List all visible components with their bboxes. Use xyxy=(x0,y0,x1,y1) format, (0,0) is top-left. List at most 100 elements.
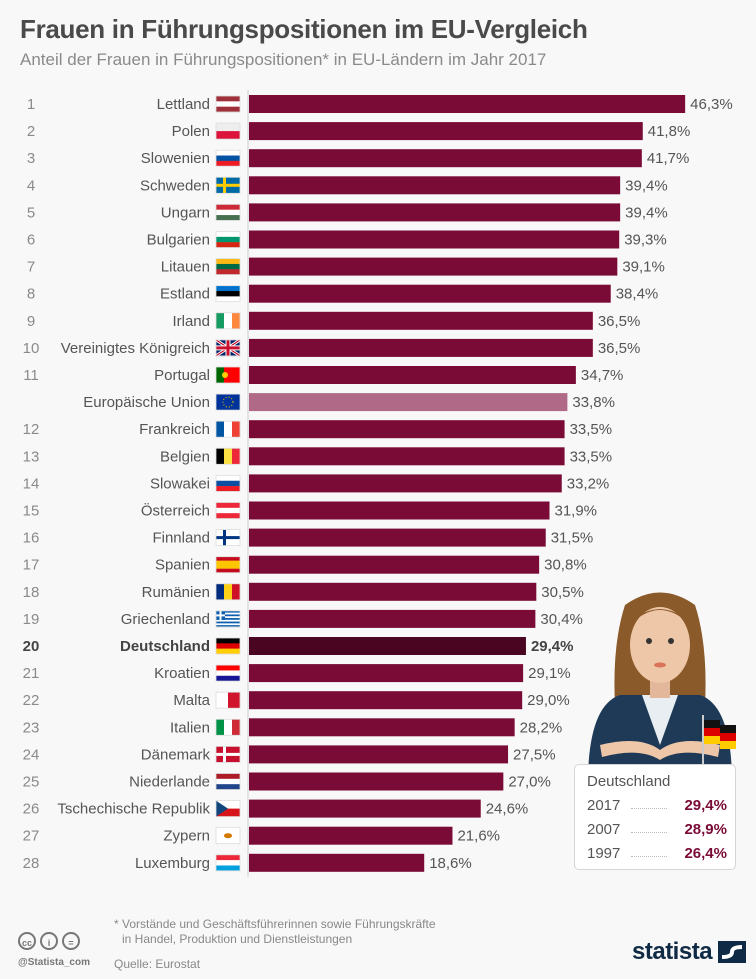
italy-flag-icon xyxy=(215,718,241,736)
bar xyxy=(249,474,562,493)
infobox-title: Deutschland xyxy=(587,773,671,790)
source-note: Quelle: Eurostat xyxy=(114,957,201,971)
netherlands-flag-icon xyxy=(215,773,241,790)
bar xyxy=(249,447,565,466)
chart-subtitle: Anteil der Frauen in Führungspositionen*… xyxy=(20,50,547,69)
bar-row: 9 Irland 36,5% xyxy=(27,311,640,330)
country-label: Belgien xyxy=(160,448,210,465)
country-label: Slowakei xyxy=(150,475,210,492)
no-derivatives-icon: = xyxy=(62,932,80,950)
footnote-line: in Handel, Produktion und Dienstleistung… xyxy=(122,932,353,946)
bar xyxy=(249,122,643,141)
bar-row: 2 Polen 41,8% xyxy=(27,122,690,141)
country-label: Tschechische Republik xyxy=(57,801,210,818)
creative-commons-icons: cc i = xyxy=(18,932,80,950)
chart-title: Frauen in Führungspositionen im EU-Vergl… xyxy=(20,14,588,44)
businesswoman-illustration xyxy=(588,592,736,775)
logo-text: statista xyxy=(632,938,713,965)
infobox-year: 1997 xyxy=(587,845,621,862)
country-label: Italien xyxy=(170,719,210,736)
uk-flag-icon xyxy=(215,338,241,358)
value-label: 38,4% xyxy=(616,286,659,303)
value-label: 31,5% xyxy=(551,530,594,547)
belgium-flag-icon xyxy=(215,447,241,465)
bar xyxy=(249,582,537,601)
attribution-icon: i xyxy=(40,932,58,950)
rank-label: 14 xyxy=(23,475,40,492)
bar xyxy=(249,501,550,520)
poland-flag-icon xyxy=(215,122,241,140)
bar xyxy=(249,826,453,845)
value-label: 39,3% xyxy=(624,232,667,249)
infobox-year: 2007 xyxy=(587,821,621,838)
bar xyxy=(249,799,481,818)
value-label: 31,9% xyxy=(554,503,597,520)
denmark-flag-icon xyxy=(215,746,241,763)
value-label: 29,1% xyxy=(528,665,571,682)
bar-row: 8 Estland 38,4% xyxy=(27,284,659,303)
value-label: 46,3% xyxy=(690,96,733,113)
germany-flag-icon xyxy=(215,637,241,655)
rank-label: 1 xyxy=(27,96,35,113)
bar xyxy=(249,853,425,872)
bar xyxy=(249,609,536,628)
rank-label: 22 xyxy=(23,692,40,709)
value-label: 33,2% xyxy=(567,475,610,492)
estonia-flag-icon xyxy=(215,285,241,303)
bar xyxy=(249,393,568,412)
infobox-row: 2007 28,9% xyxy=(587,821,727,841)
cc-icon: cc xyxy=(18,932,36,950)
dotted-leader xyxy=(631,832,667,833)
infobox-row: 2017 29,4% xyxy=(587,797,727,817)
value-label: 39,1% xyxy=(622,259,665,276)
country-label: Kroatien xyxy=(154,665,210,682)
romania-flag-icon xyxy=(215,583,241,601)
country-label: Zypern xyxy=(163,828,210,845)
bar-row: 5 Ungarn 39,4% xyxy=(27,203,668,222)
value-label: 24,6% xyxy=(486,801,529,818)
rank-label: 3 xyxy=(27,150,35,167)
country-label: Litauen xyxy=(161,259,210,276)
rank-label: 8 xyxy=(27,286,35,303)
bar-row: 1 Lettland 46,3% xyxy=(27,95,733,113)
bar xyxy=(249,637,526,655)
rank-label: 23 xyxy=(23,719,40,736)
bar-row: 7 Litauen 39,1% xyxy=(27,257,665,276)
value-label: 18,6% xyxy=(429,855,472,872)
rank-label: 21 xyxy=(23,665,40,682)
statista-logo[interactable]: statista xyxy=(632,938,747,966)
rank-label: 12 xyxy=(23,421,40,438)
bar xyxy=(249,555,540,574)
bar xyxy=(249,772,504,791)
footnote-line: * Vorstände und Geschäftsführerinnen sow… xyxy=(114,917,436,931)
country-label: Portugal xyxy=(154,367,210,384)
value-label: 39,4% xyxy=(625,177,668,194)
bar xyxy=(249,176,621,195)
country-label: Deutschland xyxy=(120,638,210,655)
bar-row: 10 Vereinigtes Königreich 36,5% xyxy=(23,338,641,357)
bar xyxy=(249,311,593,330)
bar-row: 4 Schweden 39,4% xyxy=(27,176,668,195)
value-label: 33,5% xyxy=(570,421,613,438)
bar-row: 15 Österreich 31,9% xyxy=(23,501,597,520)
slovenia-flag-icon xyxy=(215,149,241,167)
value-label: 36,5% xyxy=(598,340,641,357)
rank-label: 16 xyxy=(23,530,40,547)
bulgaria-flag-icon xyxy=(215,231,241,248)
bar-row: 18 Rumänien 30,5% xyxy=(23,582,584,601)
statista-handle[interactable]: @Statista_com xyxy=(18,957,90,968)
bar-row: 26 Tschechische Republik 24,6% xyxy=(23,799,529,818)
bar-row: 27 Zypern 21,6% xyxy=(23,826,500,845)
bar xyxy=(249,745,509,764)
rank-label: 10 xyxy=(23,340,40,357)
portugal-flag-icon xyxy=(215,366,241,384)
country-label: Bulgarien xyxy=(147,232,210,249)
malta-flag-icon xyxy=(215,691,241,709)
value-label: 29,0% xyxy=(527,692,570,709)
bar-row: 14 Slowakei 33,2% xyxy=(23,474,610,493)
country-label: Europäische Union xyxy=(83,394,210,411)
country-label: Estland xyxy=(160,286,210,303)
statista-logo-icon xyxy=(718,941,747,963)
rank-label: 24 xyxy=(23,746,40,763)
spain-flag-icon xyxy=(215,556,241,574)
